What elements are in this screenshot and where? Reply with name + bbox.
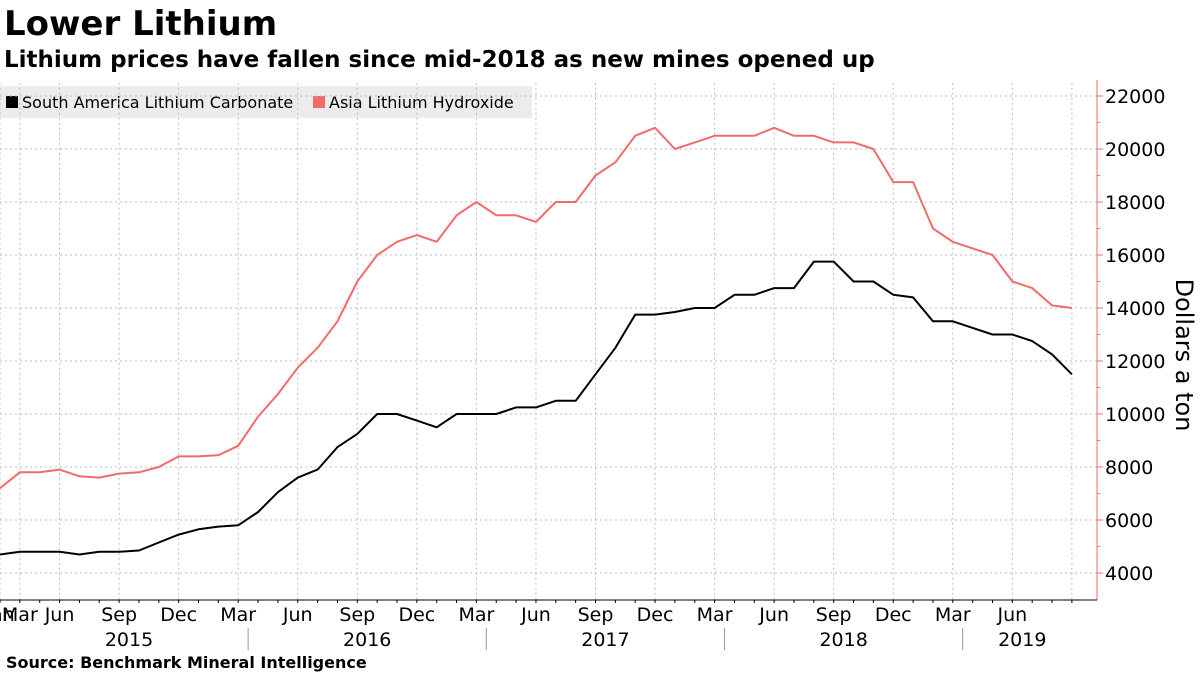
x-month-label: Jun [282, 604, 313, 626]
x-year-label: 2015 [105, 629, 153, 651]
x-month-label: Sep [101, 604, 137, 626]
legend-swatch-red [313, 96, 325, 108]
y-axis-label: Dollars a ton [1170, 279, 1198, 432]
x-year-label: 2018 [819, 629, 867, 651]
x-month-label: Jun [520, 604, 551, 626]
series-line-asia [0, 126, 1073, 489]
x-month-label: Jun [997, 604, 1028, 626]
y-tick-label: 20000 [1105, 139, 1165, 161]
x-month-label: Mar [220, 604, 256, 626]
chart-title: Lower Lithium [4, 4, 278, 44]
y-tick-label: 12000 [1105, 351, 1165, 373]
y-tick-label: 6000 [1105, 510, 1153, 532]
x-month-label: Jan [0, 604, 15, 626]
y-tick-label: 18000 [1105, 192, 1165, 214]
y-tick-label: 8000 [1105, 457, 1153, 479]
legend-label-south-america: South America Lithium Carbonate [22, 92, 294, 112]
x-month-label: Sep [578, 604, 614, 626]
x-month-label: Dec [637, 604, 674, 626]
x-month-label: Mar [2, 604, 38, 626]
x-month-label: Dec [875, 604, 912, 626]
x-month-label: Dec [398, 604, 435, 626]
source-note: Source: Benchmark Mineral Intelligence [6, 653, 367, 672]
y-tick-label: 22000 [1105, 86, 1165, 108]
y-tick-label: 16000 [1105, 245, 1165, 267]
y-tick-label: 4000 [1105, 563, 1153, 585]
x-year-label: 2019 [998, 629, 1046, 651]
legend-item-south-america: South America Lithium Carbonate [6, 86, 293, 118]
x-month-label: Mar [697, 604, 733, 626]
y-tick-label: 14000 [1105, 298, 1165, 320]
x-month-label: Jun [758, 604, 789, 626]
legend-label-asia: Asia Lithium Hydroxide [329, 92, 514, 112]
x-month-label: Mar [458, 604, 494, 626]
x-month-label: Sep [816, 604, 852, 626]
x-month-label: Mar [935, 604, 971, 626]
legend: South America Lithium Carbonate Asia Lit… [0, 86, 532, 118]
x-year-label: 2017 [581, 629, 629, 651]
x-month-label: Sep [339, 604, 375, 626]
x-month-label: Jun [44, 604, 75, 626]
y-tick-label: 10000 [1105, 404, 1165, 426]
x-month-label: Dec [160, 604, 197, 626]
x-year-label: 2016 [343, 629, 391, 651]
legend-swatch-black [6, 96, 18, 108]
series-line-south-america [0, 260, 1073, 556]
legend-item-asia: Asia Lithium Hydroxide [313, 86, 514, 118]
chart-subtitle: Lithium prices have fallen since mid-201… [4, 47, 875, 73]
